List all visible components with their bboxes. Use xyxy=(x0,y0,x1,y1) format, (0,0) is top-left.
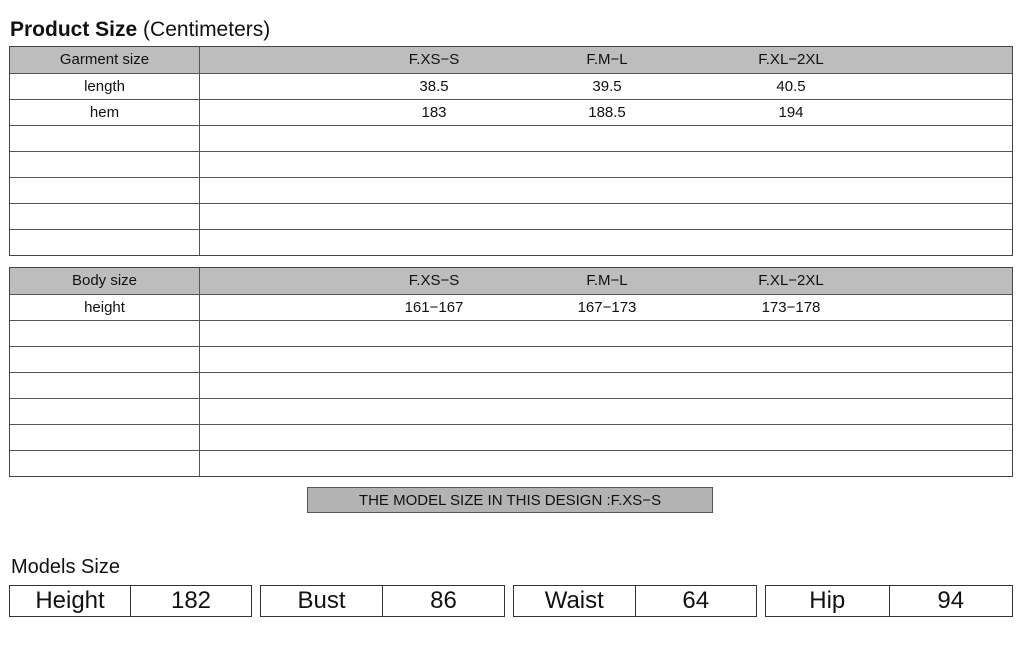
row-label xyxy=(10,126,200,151)
table-row xyxy=(10,125,1012,151)
row-label: hem xyxy=(10,100,200,125)
size-cell: F.XS−S xyxy=(408,272,460,289)
size-cell: 183 xyxy=(421,104,447,121)
size-cell: F.M−L xyxy=(586,272,628,289)
table-header-row: Garment size F.XS−S F.M−L F.XL−2XL xyxy=(10,47,1012,73)
size-cell: F.XS−S xyxy=(408,51,460,68)
row-label xyxy=(10,451,200,476)
table-row: hem 183 188.5 194 xyxy=(10,99,1012,125)
row-label xyxy=(10,152,200,177)
garment-size-table: Garment size F.XS−S F.M−L F.XL−2XL length 38.… xyxy=(9,46,1013,256)
table-row xyxy=(10,229,1012,255)
model-measure-height: Height 182 xyxy=(9,585,252,617)
measure-value: 182 xyxy=(170,587,212,614)
body-size-table: Body size F.XS−S F.M−L F.XL−2XL height 161−16… xyxy=(9,267,1013,477)
model-measure-hip: Hip 94 xyxy=(765,585,1013,617)
row-label xyxy=(10,321,200,346)
row-label xyxy=(10,204,200,229)
table-row xyxy=(10,320,1012,346)
row-label: Garment size xyxy=(10,47,200,73)
table-row xyxy=(10,203,1012,229)
table-row: length 38.5 39.5 40.5 xyxy=(10,73,1012,99)
row-label xyxy=(10,425,200,450)
measure-label: Height xyxy=(10,586,131,616)
table-row: height 161−167 167−173 173−178 xyxy=(10,294,1012,320)
size-cell: 161−167 xyxy=(404,299,464,316)
size-cell: 39.5 xyxy=(592,78,622,95)
table-row xyxy=(10,372,1012,398)
row-label xyxy=(10,178,200,203)
measure-value: 86 xyxy=(430,587,457,614)
table-row xyxy=(10,450,1012,476)
table-row xyxy=(10,177,1012,203)
title-bold: Product Size xyxy=(10,18,138,41)
size-cell: 194 xyxy=(778,104,804,121)
row-label xyxy=(10,373,200,398)
table-row xyxy=(10,398,1012,424)
row-label: Body size xyxy=(10,268,200,294)
model-measure-waist: Waist 64 xyxy=(513,585,757,617)
size-cell: 173−178 xyxy=(761,299,821,316)
table-row xyxy=(10,346,1012,372)
size-cell: F.XL−2XL xyxy=(758,272,824,289)
measure-label: Bust xyxy=(261,586,383,616)
row-label xyxy=(10,399,200,424)
model-size-banner: THE MODEL SIZE IN THIS DESIGN :F.XS−S xyxy=(307,487,713,513)
row-label: height xyxy=(10,295,200,320)
size-cell: F.M−L xyxy=(586,51,628,68)
measure-value: 64 xyxy=(682,587,710,614)
size-cell: F.XL−2XL xyxy=(758,51,824,68)
table-row xyxy=(10,151,1012,177)
measure-label: Hip xyxy=(766,586,890,616)
models-size-title: Models Size xyxy=(11,556,120,578)
model-measure-bust: Bust 86 xyxy=(260,585,505,617)
measure-value: 94 xyxy=(937,587,965,614)
row-label xyxy=(10,347,200,372)
row-label: length xyxy=(10,74,200,99)
size-cell: 188.5 xyxy=(588,104,626,121)
row-label xyxy=(10,230,200,255)
table-row xyxy=(10,424,1012,450)
page-title: Product Size (Centimeters) xyxy=(10,18,270,42)
size-cell: 167−173 xyxy=(577,299,637,316)
title-unit: (Centimeters) xyxy=(143,18,271,41)
size-cell: 40.5 xyxy=(776,78,806,95)
measure-label: Waist xyxy=(514,586,636,616)
size-cell: 38.5 xyxy=(419,78,449,95)
table-header-row: Body size F.XS−S F.M−L F.XL−2XL xyxy=(10,268,1012,294)
